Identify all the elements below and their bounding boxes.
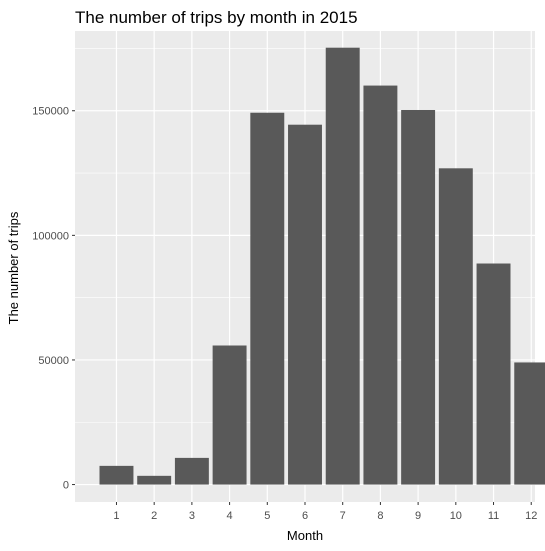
bar-month-1	[99, 465, 134, 485]
x-tick-label: 7	[340, 510, 346, 522]
bar-month-5	[250, 112, 285, 485]
x-tick-label: 5	[264, 510, 270, 522]
x-tick-label: 3	[189, 510, 195, 522]
bar-month-6	[288, 124, 322, 485]
chart-title: The number of trips by month in 2015	[75, 8, 358, 27]
x-tick-label: 4	[227, 510, 233, 522]
y-axis-title: The number of trips	[6, 211, 21, 324]
x-tick-label: 9	[415, 510, 421, 522]
y-tick-label: 150000	[32, 106, 69, 118]
y-tick-label: 0	[63, 480, 69, 492]
x-tick-label: 12	[525, 510, 537, 522]
bar-month-7	[325, 47, 360, 485]
x-tick-label: 1	[113, 510, 119, 522]
x-tick-label: 6	[302, 510, 308, 522]
x-tick-label: 11	[488, 510, 499, 522]
bar-month-8	[363, 85, 398, 485]
x-tick-label: 2	[151, 510, 157, 522]
x-tick-label: 10	[450, 510, 462, 522]
bar-month-2	[137, 475, 172, 485]
bars	[99, 47, 545, 485]
bar-month-3	[174, 457, 209, 485]
bar-month-12	[514, 362, 545, 485]
bar-month-10	[438, 168, 473, 485]
bar-month-9	[401, 109, 436, 485]
bar-month-11	[476, 263, 511, 485]
y-tick-label: 50000	[38, 355, 69, 367]
x-axis-title: Month	[287, 528, 323, 543]
y-tick-label: 100000	[32, 230, 69, 242]
bar-month-4	[212, 345, 247, 485]
x-tick-label: 8	[377, 510, 383, 522]
